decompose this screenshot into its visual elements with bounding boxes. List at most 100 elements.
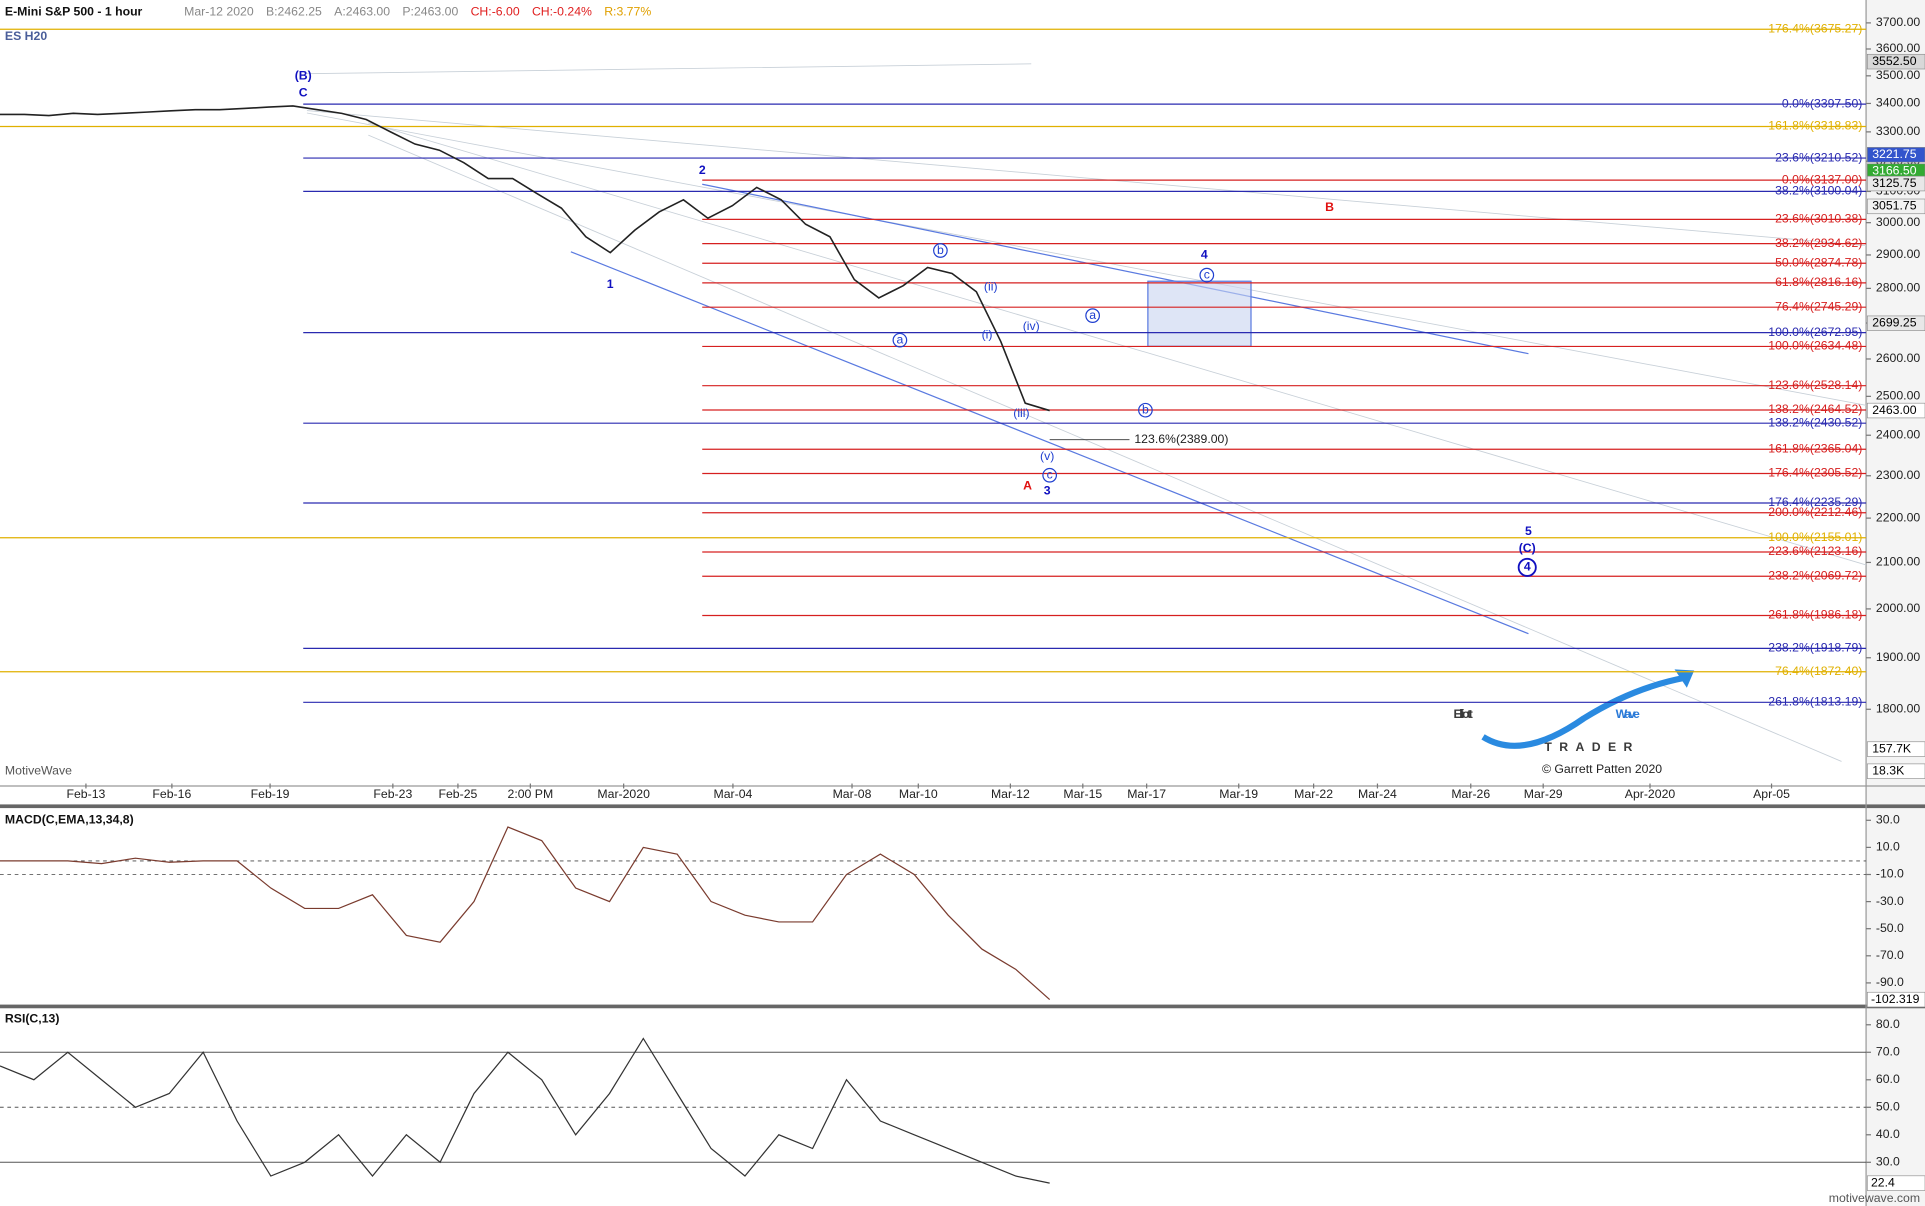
- fib-label: 138.2%(2464.52): [1768, 402, 1862, 416]
- fib-label: 238.2%(2069.72): [1768, 568, 1862, 582]
- x-tick-label: Feb-25: [438, 787, 477, 801]
- x-tick-label: Mar-15: [1063, 787, 1102, 801]
- wave-label: (iii): [1013, 406, 1029, 420]
- wave-label: 3: [1044, 483, 1051, 497]
- y-tick-label: 2000.00: [1876, 601, 1921, 615]
- wave-circle: [933, 243, 948, 258]
- wave-label: a: [896, 332, 903, 346]
- y-tick-label: 1800.00: [1876, 702, 1921, 716]
- logo-subtext: TRADER: [1544, 740, 1639, 754]
- wave-label: c: [1204, 267, 1210, 281]
- price-tag-label: 3051.75: [1872, 199, 1917, 213]
- y-tick-label: 2300.00: [1876, 468, 1921, 482]
- series-line: [0, 105, 1050, 412]
- y-tick-label: 3700.00: [1876, 15, 1921, 29]
- quote: P:2463.00: [402, 5, 458, 19]
- fib-label: 176.4%(2235.29): [1768, 495, 1862, 509]
- price-tag: [1866, 53, 1925, 70]
- y-tick-label: 60.0: [1876, 1072, 1900, 1086]
- wave-label: 5: [1525, 524, 1532, 538]
- fib-label: 23.6%(3210.52): [1775, 150, 1862, 164]
- quote: A:2463.00: [334, 5, 390, 19]
- wave-label: (C): [1519, 541, 1536, 555]
- fib-label: 123.6%(2528.14): [1768, 378, 1862, 392]
- fib-label: 261.8%(1813.19): [1768, 695, 1862, 709]
- wave-circle: [1517, 557, 1537, 577]
- panel-divider: [0, 804, 1925, 809]
- annotation: 123.6%(2389.00): [1134, 432, 1228, 446]
- x-tick-label: Feb-13: [67, 787, 106, 801]
- value-tag: [1866, 991, 1925, 1008]
- logo-swoosh: [1481, 674, 1685, 749]
- fib-label: 38.2%(2934.62): [1775, 236, 1862, 250]
- fib-label: 100.0%(2634.48): [1768, 339, 1862, 353]
- fib-label: 161.8%(3318.83): [1768, 119, 1862, 133]
- y-tick-label: 3000.00: [1876, 215, 1921, 229]
- quote: CH:-6.00: [471, 5, 520, 19]
- wave-label: c: [1047, 468, 1053, 482]
- x-tick-label: Mar-19: [1219, 787, 1258, 801]
- source: MotiveWave: [5, 763, 72, 777]
- series-line: [0, 1037, 1050, 1184]
- footer: motivewave.com: [1829, 1191, 1920, 1205]
- fib-label: 100.0%(2672.95): [1768, 325, 1862, 339]
- wave-circle: [1199, 267, 1215, 283]
- x-tick-label: Mar-24: [1358, 787, 1397, 801]
- y-tick-label: 30.0: [1876, 813, 1900, 827]
- wave-label: A: [1023, 479, 1032, 493]
- price-tag: [1866, 315, 1925, 331]
- x-tick-label: Apr-05: [1753, 787, 1790, 801]
- volume-tag: [1866, 741, 1925, 757]
- y-tick-label: -70.0: [1876, 948, 1904, 962]
- target-box: [1147, 280, 1252, 347]
- faint-trendlines: [306, 63, 1867, 762]
- logo-arrow: [1674, 669, 1695, 688]
- trendline: [570, 251, 1529, 635]
- y-tick-label: 70.0: [1876, 1045, 1900, 1059]
- fib-label: 138.2%(2430.52): [1768, 415, 1862, 429]
- wave-label: (v): [1040, 449, 1054, 463]
- wave-label: (iv): [1023, 319, 1040, 333]
- wave-circle: [1085, 308, 1100, 323]
- fib-label: 50.0%(2874.78): [1775, 256, 1862, 270]
- price-tag-label: 3221.75: [1872, 147, 1917, 161]
- wave-label: 4: [1524, 560, 1531, 574]
- fib-label: 61.8%(2816.16): [1775, 275, 1862, 289]
- fib-label: 100.0%(2155.01): [1768, 530, 1862, 544]
- y-tick-label: -10.0: [1876, 867, 1904, 881]
- price-tag-label: 3125.75: [1872, 176, 1917, 190]
- y-tick-label: -90.0: [1876, 975, 1904, 989]
- fib-label: 0.0%(3397.50): [1782, 96, 1862, 110]
- fib-label: 261.8%(1986.18): [1768, 608, 1862, 622]
- fib-label: 176.4%(2305.52): [1768, 466, 1862, 480]
- value-tag-label: -102.319: [1871, 992, 1920, 1006]
- fib-label: 223.6%(2123.16): [1768, 544, 1862, 558]
- fib-label: 76.4%(2745.29): [1775, 299, 1862, 313]
- price-tag: [1866, 198, 1925, 215]
- volume-tag-label: 157.7K: [1872, 741, 1912, 755]
- panel-title: RSI(C,13): [5, 1012, 60, 1026]
- symbol: ES H20: [5, 29, 47, 43]
- wave-label: 1: [607, 277, 614, 291]
- y-tick-label: 40.0: [1876, 1127, 1900, 1141]
- x-tick-label: Mar-22: [1294, 787, 1333, 801]
- y-tick-label: 3500.00: [1876, 68, 1921, 82]
- logo-text: Wave: [1616, 707, 1640, 721]
- volume-tag: [1866, 763, 1925, 779]
- value-tag: [1866, 1175, 1925, 1191]
- price-tag: [1866, 175, 1925, 192]
- y-tick-label: 1900.00: [1876, 650, 1921, 664]
- x-tick-label: Feb-19: [251, 787, 290, 801]
- x-tick-label: Mar-04: [713, 787, 752, 801]
- chart-title: E-Mini S&P 500 - 1 hour: [5, 5, 143, 19]
- y-tick-label: 3300.00: [1876, 124, 1921, 138]
- y-tick-label: 2200.00: [1876, 510, 1921, 524]
- wave-label: C: [299, 86, 308, 100]
- wave-label: b: [1142, 402, 1149, 416]
- fib-label: 0.0%(3137.00): [1782, 172, 1862, 186]
- panel-divider: [0, 1004, 1925, 1009]
- price-tag: [1866, 402, 1925, 419]
- y-tick-label: 2800.00: [1876, 281, 1921, 295]
